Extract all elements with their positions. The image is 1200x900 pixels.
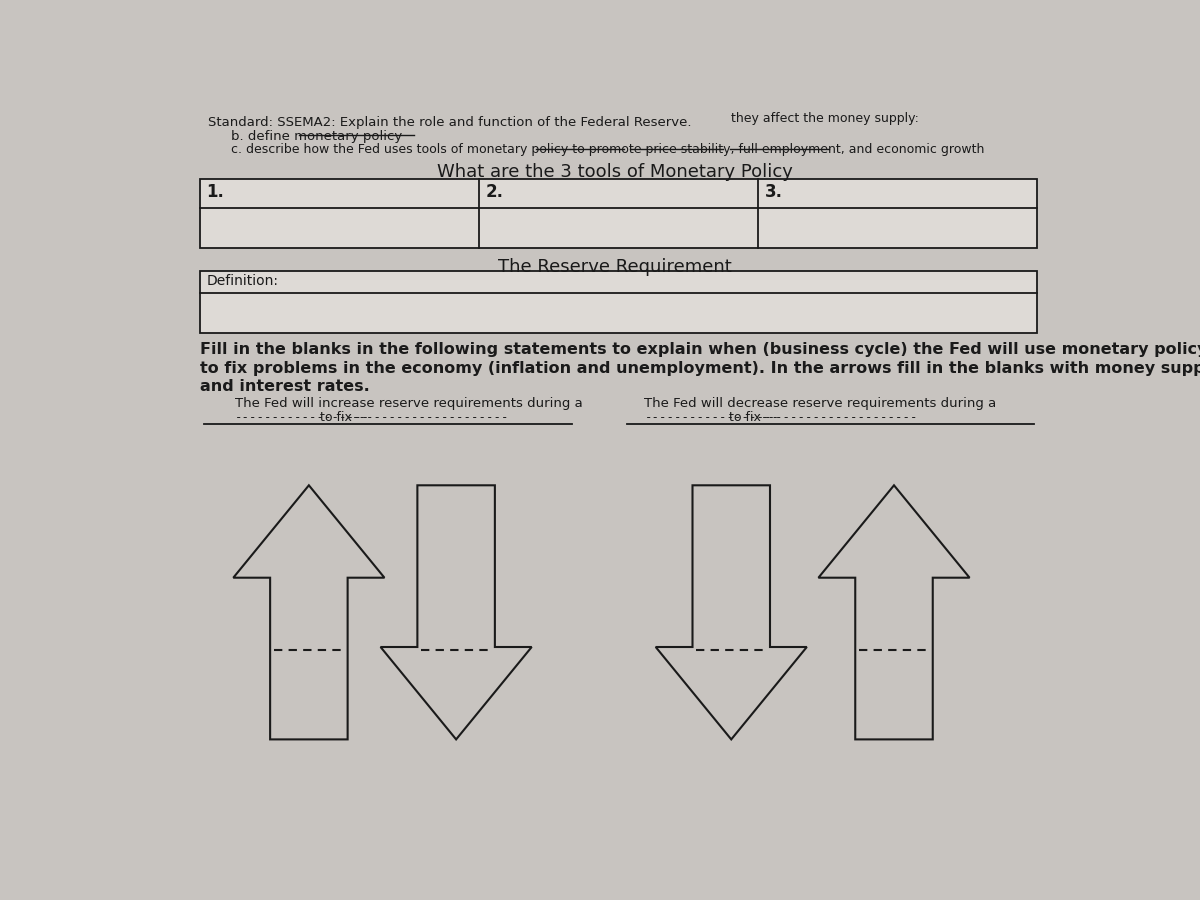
Bar bbox=[200, 271, 1037, 333]
Text: 1.: 1. bbox=[206, 183, 224, 201]
Text: c. describe how the Fed uses tools of monetary policy to promote price stability: c. describe how the Fed uses tools of mo… bbox=[232, 143, 985, 157]
Text: The Fed will increase reserve requirements during a: The Fed will increase reserve requiremen… bbox=[235, 397, 583, 410]
Text: and interest rates.: and interest rates. bbox=[200, 379, 370, 394]
Text: ---------------------: --------------------- bbox=[761, 410, 918, 424]
Text: to fix: to fix bbox=[316, 410, 356, 424]
Text: ------------------: ------------------ bbox=[235, 410, 371, 424]
Text: ------------------: ------------------ bbox=[644, 410, 780, 424]
Text: What are the 3 tools of Monetary Policy: What are the 3 tools of Monetary Policy bbox=[437, 164, 793, 182]
Text: 2.: 2. bbox=[486, 183, 504, 201]
Text: ---------------------: --------------------- bbox=[352, 410, 509, 424]
Text: The Fed will decrease reserve requirements during a: The Fed will decrease reserve requiremen… bbox=[644, 397, 997, 410]
Text: they affect the money supply:: they affect the money supply: bbox=[731, 112, 919, 125]
Text: 3.: 3. bbox=[764, 183, 782, 201]
Text: Definition:: Definition: bbox=[206, 274, 278, 288]
Text: Standard: SSEMA2: Explain the role and function of the Federal Reserve.: Standard: SSEMA2: Explain the role and f… bbox=[208, 116, 691, 129]
Text: The Reserve Requirement: The Reserve Requirement bbox=[498, 258, 732, 276]
Text: to fix: to fix bbox=[725, 410, 766, 424]
Text: b. define monetary policy: b. define monetary policy bbox=[232, 130, 403, 142]
Text: Fill in the blanks in the following statements to explain when (business cycle) : Fill in the blanks in the following stat… bbox=[200, 342, 1200, 357]
Bar bbox=[200, 179, 1037, 248]
Text: to fix problems in the economy (inflation and unemployment). In the arrows fill : to fix problems in the economy (inflatio… bbox=[200, 361, 1200, 375]
